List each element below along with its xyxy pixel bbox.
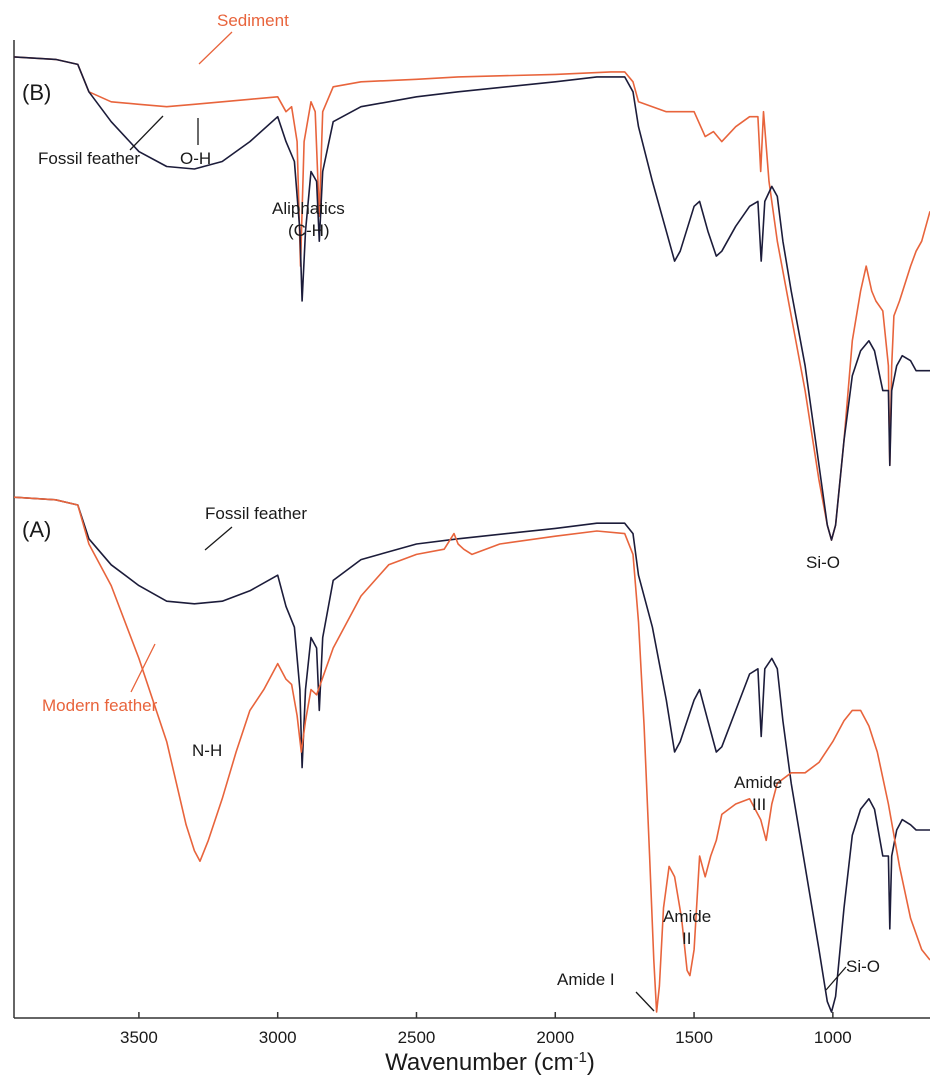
series-layer xyxy=(13,56,930,1013)
series-line-b-fossil-feather xyxy=(13,56,930,541)
annotation-si-o-upper: Si-O xyxy=(806,553,840,572)
x-axis-title: Wavenumber (cm-1) xyxy=(385,1049,595,1076)
panel-label-b: (B) xyxy=(22,80,51,105)
svg-text:Sediment: Sediment xyxy=(217,11,289,30)
svg-text:N-H: N-H xyxy=(192,741,222,760)
svg-text:(C-H): (C-H) xyxy=(288,221,330,240)
x-tick-label: 1500 xyxy=(675,1028,713,1047)
annotation-fossil-feather-b: Fossil feather xyxy=(38,115,164,168)
svg-text:Amide: Amide xyxy=(663,907,711,926)
x-tick-label: 3500 xyxy=(120,1028,158,1047)
svg-text:Si-O: Si-O xyxy=(806,553,840,572)
annotation-amide-iii: Amide III xyxy=(734,773,782,814)
svg-text:Si-O: Si-O xyxy=(846,957,880,976)
svg-text:II: II xyxy=(682,929,691,948)
x-tick-label: 1000 xyxy=(814,1028,852,1047)
series-line-b-sediment xyxy=(13,56,930,541)
svg-text:Fossil feather: Fossil feather xyxy=(205,504,307,523)
series-line-a-fossil-feather xyxy=(13,496,930,1013)
x-tick-label: 2000 xyxy=(536,1028,574,1047)
annotation-modern-feather: Modern feather xyxy=(42,643,158,715)
svg-text:Aliphatics: Aliphatics xyxy=(272,199,345,218)
annotation-oh: O-H xyxy=(180,118,211,168)
annotation-nh: N-H xyxy=(192,741,222,760)
panel-label-a: (A) xyxy=(22,517,51,542)
x-ticks: 3500 3000 2500 2000 1500 1000 xyxy=(120,1012,852,1047)
annotation-aliphatics: Aliphatics (C-H) xyxy=(272,199,345,240)
annotation-amide-ii: Amide II xyxy=(663,907,711,948)
svg-text:Fossil feather: Fossil feather xyxy=(38,149,140,168)
annotation-si-o-lower: Si-O xyxy=(825,957,880,991)
svg-text:O-H: O-H xyxy=(180,149,211,168)
x-tick-label: 2500 xyxy=(398,1028,436,1047)
svg-text:Modern feather: Modern feather xyxy=(42,696,158,715)
x-tick-label: 3000 xyxy=(259,1028,297,1047)
annotation-amide-i: Amide I xyxy=(557,970,655,1012)
svg-text:Amide: Amide xyxy=(734,773,782,792)
annotation-sediment: Sediment xyxy=(198,11,289,65)
svg-text:Amide I: Amide I xyxy=(557,970,615,989)
axes-frame xyxy=(13,40,930,1019)
series-line-a-modern-feather xyxy=(13,496,930,1013)
svg-text:III: III xyxy=(752,795,766,814)
annotation-fossil-feather-a: Fossil feather xyxy=(204,504,307,551)
